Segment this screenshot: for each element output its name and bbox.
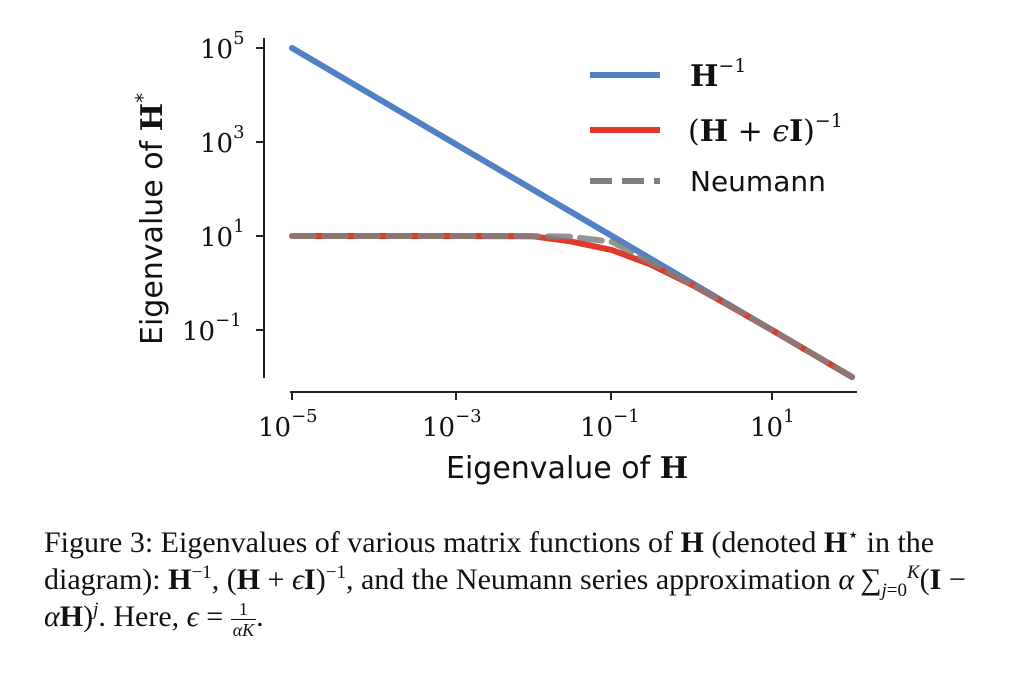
caption-math-h: H [823,526,848,559]
series-line-2 [289,233,855,380]
legend-label-regularized: (H + ϵI)−1 [688,110,843,149]
caption-math-h: H [168,563,192,596]
y-ticks: 105 103 101 10−1 [182,28,264,347]
caption-math-epsilon: ϵ [186,600,199,633]
x-tick-label: 10−5 [258,406,318,443]
eigenvalue-chart: 105 103 101 10−1 10−5 10−3 10−1 101 Eige… [131,28,857,486]
x-tick-label: 101 [750,406,795,443]
y-axis-label: Eigenvalue of H* [131,93,170,345]
caption-text: (denoted [703,526,824,559]
series-layer [289,45,855,380]
caption-fraction: 1 αK [230,598,257,640]
y-tick-label: 101 [200,216,245,253]
y-tick-label: 103 [200,122,245,159]
caption-text: in the diagram): [44,526,935,596]
x-tick-label: 10−1 [580,406,640,443]
caption-math-epsilon: ϵ [291,563,305,596]
caption-math-alpha: α [838,563,855,596]
caption-label: Figure 3: [44,526,154,559]
caption-text: Eigenvalues of various matrix functions … [153,526,681,559]
figure-caption: Figure 3: Eigenvalues of various matrix … [44,525,966,640]
x-axis-label: Eigenvalue of H [446,451,688,486]
x-tick-label: 10−3 [422,406,482,443]
legend: H−1 (H + ϵI)−1 Neumann [590,55,843,198]
legend-label-neumann: Neumann [690,165,826,198]
x-ticks: 10−5 10−3 10−1 101 [258,392,795,443]
legend-label-h-inverse: H−1 [690,55,746,94]
y-tick-label: 10−1 [182,310,242,347]
caption-text: , and the Neumann series approximation [345,563,839,596]
y-tick-label: 105 [200,28,245,65]
caption-text: , [211,563,227,596]
series-line-1 [289,233,855,380]
caption-text: . Here, [98,600,187,633]
caption-math-h: H [680,526,704,559]
